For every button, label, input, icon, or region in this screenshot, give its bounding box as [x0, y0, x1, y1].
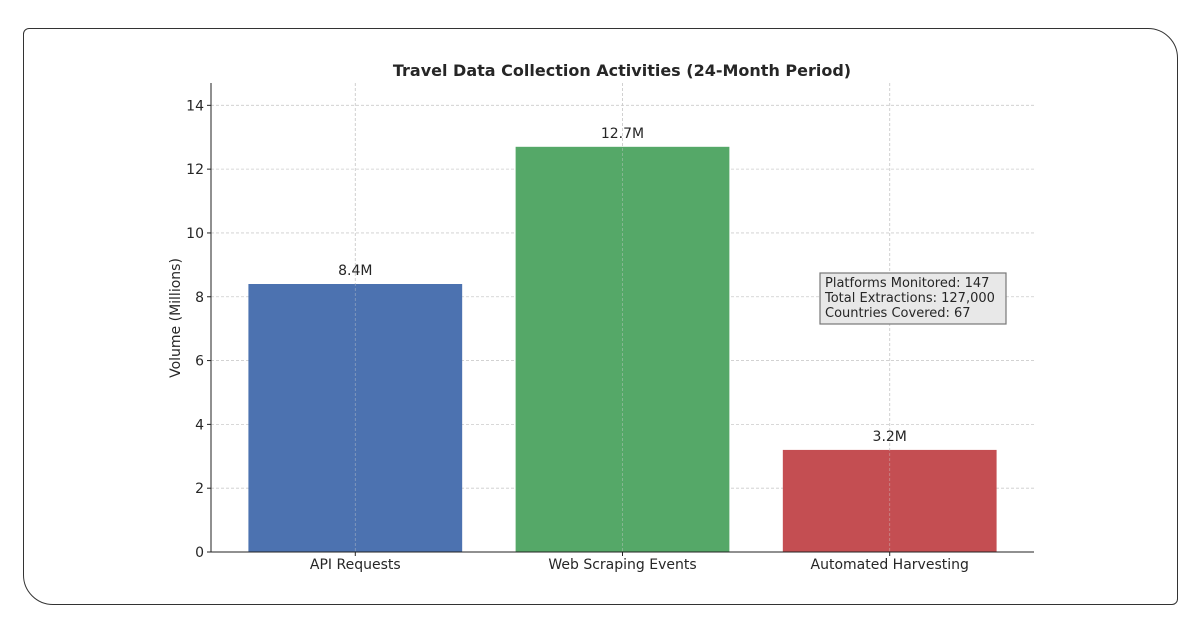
annotation-line: Countries Covered: 67: [825, 306, 971, 321]
bar-data-label: 8.4M: [338, 263, 372, 279]
y-tick-label: 6: [195, 354, 204, 370]
annotation-box: [819, 272, 1007, 325]
card-frame: [23, 28, 1178, 605]
y-tick-label: 4: [195, 417, 204, 433]
y-tick-label: 2: [195, 481, 204, 497]
stats-annotation: Platforms Monitored: 147 Total Extractio…: [819, 272, 1007, 325]
annotation-line: Total Extractions: 127,000: [824, 291, 995, 306]
y-axis-label: Volume (Millions): [168, 258, 184, 378]
y-tick-label: 14: [186, 98, 204, 114]
y-tick-label: 10: [186, 226, 204, 242]
y-tick-label: 12: [186, 162, 204, 178]
y-tick-label: 0: [195, 545, 204, 561]
x-tick-label: Web Scraping Events: [548, 557, 696, 573]
y-tick-label: 8: [195, 290, 204, 306]
x-tick-label: API Requests: [310, 557, 401, 573]
annotation-line: Platforms Monitored: 147: [825, 276, 989, 291]
chart-title: Travel Data Collection Activities (24-Mo…: [393, 61, 851, 80]
x-tick-label: Automated Harvesting: [811, 557, 969, 573]
bar-data-label: 12.7M: [601, 126, 644, 142]
bar-data-label: 3.2M: [873, 429, 907, 445]
